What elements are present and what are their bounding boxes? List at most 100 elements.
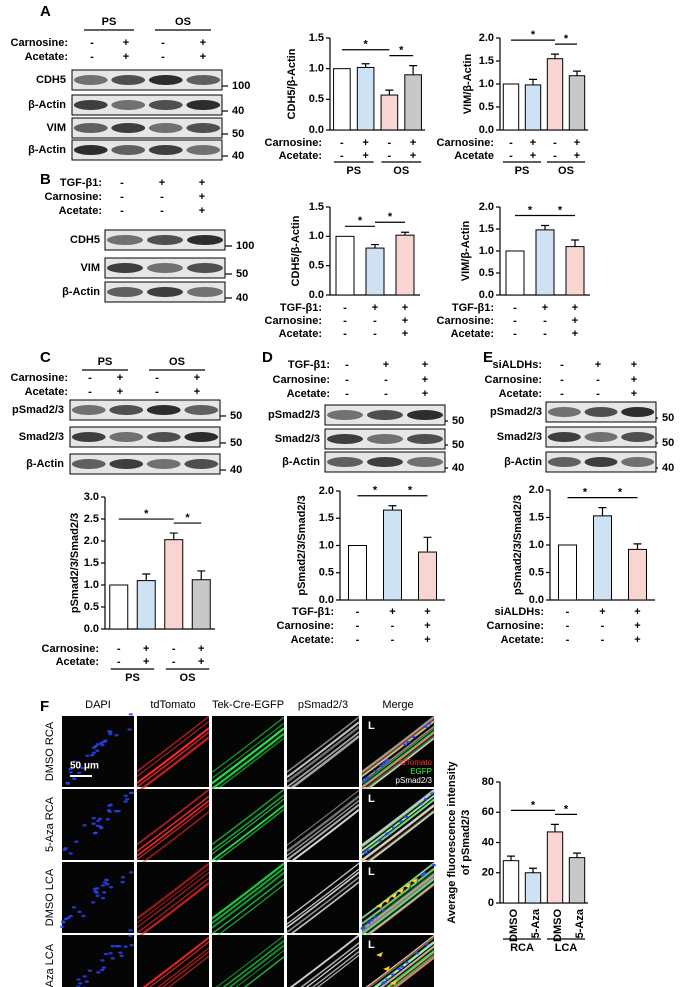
group-label: PS xyxy=(346,165,361,177)
y-tick-label: 2.0 xyxy=(319,485,334,497)
nucleus xyxy=(65,782,70,785)
tissue-layer xyxy=(361,716,435,773)
blot-strip xyxy=(71,94,223,116)
tissue-layer xyxy=(361,862,435,919)
condition-sign: - xyxy=(90,37,94,49)
significance-label: * xyxy=(531,29,536,41)
y-tick-label: 1.0 xyxy=(309,230,324,242)
micrograph xyxy=(211,788,285,865)
tissue-layer xyxy=(136,882,210,939)
micrograph xyxy=(287,934,360,987)
condition-sign: - xyxy=(343,302,347,314)
tissue-layer xyxy=(361,794,435,852)
error-bar xyxy=(385,89,394,96)
panel-letter: D xyxy=(262,349,273,366)
nucleus xyxy=(403,743,408,746)
y-tick-label: 1.0 xyxy=(84,579,99,591)
micrograph xyxy=(137,935,210,987)
nucleus xyxy=(92,887,98,890)
tissue-layer xyxy=(316,954,360,987)
nucleus xyxy=(100,884,106,887)
tissue-layer xyxy=(161,950,210,987)
condition-sign: - xyxy=(388,137,392,149)
nucleus xyxy=(71,906,77,909)
tissue-layer xyxy=(305,946,360,987)
condition-label: Acetate: xyxy=(499,388,542,400)
tissue-layer xyxy=(361,717,435,775)
y-tick-label: 3.0 xyxy=(84,491,99,503)
y-axis-label: of pSmad2/3 xyxy=(460,810,472,875)
condition-sign: + xyxy=(198,643,204,655)
nucleus xyxy=(68,852,73,855)
panel-letter: F xyxy=(40,698,49,715)
blot-band xyxy=(109,432,144,442)
tissue-layer xyxy=(136,731,210,788)
condition-sign: - xyxy=(543,315,547,327)
micrograph-bg xyxy=(62,935,134,987)
marker-label: 50 xyxy=(230,410,242,422)
significance-label: * xyxy=(583,487,588,499)
bar xyxy=(365,247,385,296)
blot-band xyxy=(186,100,221,110)
condition-sign: + xyxy=(422,388,428,400)
blot-band xyxy=(186,75,221,85)
y-tick-label: 80 xyxy=(482,776,494,788)
blot-band xyxy=(547,407,581,417)
blot-band xyxy=(147,287,183,297)
y-tick-label: 1.0 xyxy=(529,539,544,551)
condition-sign: - xyxy=(566,606,570,618)
marker-label: 50 xyxy=(230,437,242,449)
blot-band xyxy=(584,432,618,442)
nucleus xyxy=(96,971,101,974)
group-label: OS xyxy=(169,356,185,368)
tissue-layer xyxy=(286,808,360,866)
marker-label: 100 xyxy=(232,80,250,92)
significance-label: * xyxy=(531,799,536,811)
bar xyxy=(335,235,355,296)
nucleus xyxy=(108,885,114,889)
error-bar xyxy=(507,855,515,861)
condition-sign: + xyxy=(199,191,205,203)
nucleus xyxy=(108,803,113,806)
marker-label: 40 xyxy=(230,464,242,476)
nucleus xyxy=(95,749,100,752)
condition-sign: + xyxy=(200,51,206,63)
tissue-layer xyxy=(391,954,435,987)
blot-band xyxy=(184,405,219,415)
condition-label: Carnosine: xyxy=(437,315,494,327)
condition-label: Acetate: xyxy=(25,51,68,63)
condition-sign: + xyxy=(123,51,129,63)
blot-band xyxy=(184,459,219,469)
nucleus xyxy=(385,758,390,762)
y-tick-label: 0.5 xyxy=(319,567,334,579)
arrowhead xyxy=(376,952,383,957)
blot-band xyxy=(147,263,183,273)
blot-band xyxy=(367,457,403,467)
condition-sign: - xyxy=(560,388,564,400)
blot-strip xyxy=(69,453,221,475)
tissue-layer xyxy=(312,951,360,987)
micrograph-bg xyxy=(137,716,209,787)
condition-sign: + xyxy=(631,388,637,400)
nucleus xyxy=(399,965,404,968)
nucleus xyxy=(103,952,109,956)
tissue-layer xyxy=(211,737,285,794)
nucleus xyxy=(63,917,69,921)
y-axis-label: CDH5/β-Actin xyxy=(286,48,298,119)
nucleus xyxy=(95,824,101,828)
tissue-layer xyxy=(243,956,285,987)
micrograph xyxy=(361,789,435,868)
nucleus xyxy=(127,728,132,731)
condition-sign: + xyxy=(198,656,204,668)
band-label: β-Actin xyxy=(28,99,66,111)
condition-sign: + xyxy=(117,372,123,384)
nucleus xyxy=(106,809,112,812)
tissue-layer xyxy=(211,788,285,846)
condition-label: Carnosine: xyxy=(487,620,544,632)
y-tick-label: 0 xyxy=(488,897,494,909)
tissue-layer xyxy=(361,868,435,925)
nucleus xyxy=(72,760,77,763)
nucleus xyxy=(91,817,96,820)
nucleus xyxy=(426,722,431,725)
tissue-layer xyxy=(211,862,285,920)
